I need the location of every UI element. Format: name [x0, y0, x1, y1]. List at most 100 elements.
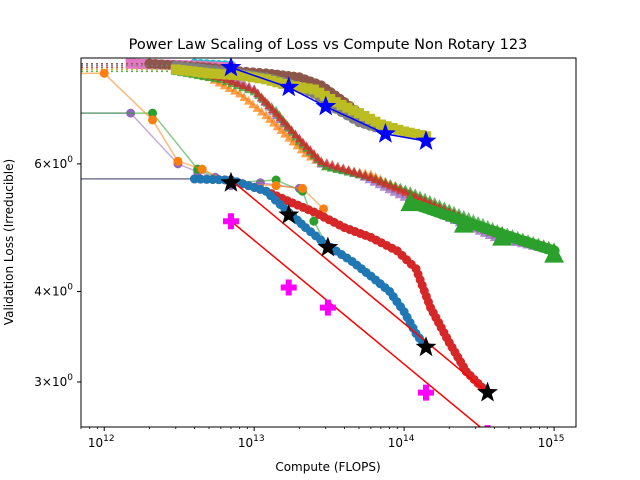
- x-tick-label: 1014: [388, 434, 415, 450]
- upper-curve-marker: [239, 92, 249, 102]
- upper-curve-marker: [355, 168, 365, 178]
- plot-frame: [80, 57, 577, 428]
- black-star-marker: [477, 381, 498, 402]
- upper-curve-marker: [288, 136, 298, 146]
- upper-curve-marker: [248, 99, 258, 109]
- upper-curve-marker: [249, 84, 259, 94]
- upper-curve-marker: [338, 163, 348, 173]
- y-tick-exp: 0: [67, 282, 73, 292]
- black-star-marker: [415, 336, 437, 357]
- top-curve-marker: [228, 69, 239, 80]
- x-tick-exp: 12: [103, 434, 114, 444]
- black-star-marker: [220, 171, 242, 192]
- green-triangle-marker: [400, 191, 421, 212]
- y-tick-exp: 0: [67, 155, 73, 165]
- upper-curve-marker: [287, 125, 297, 134]
- y-tick-coef: 6×10: [34, 157, 67, 171]
- upper-curve-marker: [279, 116, 289, 126]
- upper-curve-marker: [290, 129, 300, 139]
- fit-line: [230, 220, 482, 427]
- upper-curve-marker: [386, 180, 396, 190]
- top-curve-marker: [364, 113, 375, 124]
- black-star-marker: [278, 204, 300, 224]
- upper-curve-marker: [267, 104, 277, 113]
- x-tick-label: 1012: [88, 434, 115, 450]
- chart-title: Power Law Scaling of Loss vs Compute Non…: [129, 37, 528, 53]
- top-curve-marker: [381, 121, 392, 132]
- top-curve-marker: [125, 58, 136, 69]
- upper-curve-marker: [252, 103, 262, 112]
- top-curve-marker: [330, 97, 341, 108]
- blue-star-marker: [374, 122, 396, 143]
- lower-curve-marker: [173, 156, 183, 166]
- top-curve-marker: [222, 69, 233, 80]
- upper-curve-marker: [253, 88, 263, 98]
- top-curve-marker: [192, 67, 203, 78]
- upper-curve-marker: [276, 125, 286, 134]
- green-triangle-marker: [544, 243, 564, 263]
- upper-curve-marker: [399, 192, 409, 201]
- magenta-cross-marker: [319, 299, 336, 316]
- top-curve-marker: [348, 105, 359, 116]
- top-curve-marker: [241, 71, 252, 82]
- upper-curve-marker: [224, 83, 234, 92]
- upper-curve-marker: [264, 100, 274, 109]
- lower-curve-marker: [309, 216, 319, 226]
- upper-curve-marker: [227, 76, 237, 86]
- top-curve-marker: [198, 67, 209, 78]
- x-tick-base: 10: [88, 436, 103, 450]
- upper-curve-marker: [243, 95, 253, 105]
- upper-curve-marker: [344, 165, 354, 174]
- y-tick-coef: 3×10: [34, 375, 67, 389]
- top-curve-marker: [359, 110, 370, 121]
- top-curve-marker: [210, 68, 221, 79]
- blue-star-marker: [220, 58, 242, 77]
- top-curve-marker: [314, 87, 325, 98]
- x-tick-exp: 14: [403, 434, 415, 444]
- x-tick-exp: 15: [553, 434, 564, 444]
- top-curve-marker: [254, 73, 265, 84]
- green-triangle-marker: [492, 226, 512, 246]
- top-curve-marker: [296, 82, 307, 93]
- blue-star-marker: [278, 76, 300, 97]
- upper-curve-marker: [360, 170, 370, 180]
- upper-curve-marker: [381, 178, 391, 188]
- y-axis-label: Validation Loss (Irreducible): [2, 159, 16, 325]
- top-curve-marker: [204, 68, 215, 79]
- fit-line: [230, 179, 489, 394]
- lower-curve-marker: [148, 108, 158, 118]
- blue-star-marker: [315, 95, 337, 116]
- top-curve-marker: [308, 84, 319, 95]
- lower-curve-marker: [297, 183, 307, 193]
- top-curve-marker: [342, 102, 353, 113]
- magenta-cross-marker: [418, 384, 434, 401]
- lower-curve-marker: [99, 68, 109, 78]
- y-tick-exp: 0: [67, 373, 73, 383]
- lower-curve-line: [81, 178, 427, 348]
- top-curve-marker: [176, 65, 187, 76]
- plot-layer: [81, 58, 564, 427]
- upper-curve-marker: [257, 106, 267, 116]
- upper-curve-marker: [233, 78, 243, 88]
- top-curve-marker: [375, 119, 386, 130]
- top-curve-marker: [216, 69, 227, 80]
- top-curve-marker: [187, 66, 198, 77]
- top-curve-marker: [319, 90, 330, 101]
- upper-curve-marker: [269, 117, 279, 127]
- green-triangle-marker: [453, 213, 474, 233]
- upper-curve-marker: [283, 120, 293, 130]
- top-curve-marker: [181, 65, 192, 76]
- upper-curve-marker: [265, 114, 275, 123]
- top-curve-marker: [247, 72, 258, 83]
- top-curve-marker: [415, 130, 426, 141]
- lower-curve-line: [81, 112, 329, 248]
- upper-curve-marker: [322, 158, 332, 167]
- upper-curve-marker: [260, 96, 270, 106]
- magenta-cross-marker: [280, 279, 297, 296]
- y-tick-coef: 4×10: [34, 284, 67, 298]
- upper-curve-marker: [316, 156, 326, 166]
- x-tick-base: 10: [238, 436, 253, 450]
- upper-curve-marker: [327, 159, 337, 169]
- upper-curve-marker: [371, 174, 381, 184]
